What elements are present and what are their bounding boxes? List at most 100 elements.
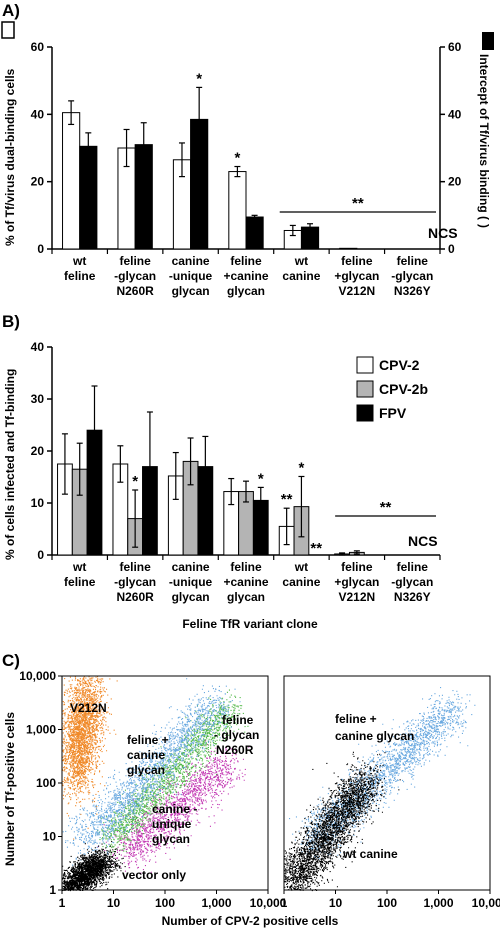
significance-star: ** bbox=[310, 540, 322, 557]
category-label: V212N bbox=[339, 284, 376, 298]
panel-b-x-label: Feline TfR variant clone bbox=[182, 617, 318, 631]
x-tick-label: 1 bbox=[59, 896, 66, 910]
y-tick-label: 10 bbox=[31, 496, 45, 510]
panel-c-right-scatter bbox=[284, 687, 476, 892]
legend-swatch bbox=[356, 404, 374, 422]
panel-b-y-label: % of cells infected and Tf-binding bbox=[3, 369, 17, 560]
panel-b-axes: 010203040wtfelinefeline-glycanN260Rcanin… bbox=[31, 340, 441, 604]
y2-tick-label: 40 bbox=[448, 107, 462, 121]
category-label: N326Y bbox=[394, 590, 431, 604]
label-feline-canine-2: canine bbox=[127, 748, 165, 762]
open-box-symbol bbox=[1, 21, 15, 39]
panel-c-letter: C) bbox=[2, 651, 20, 670]
category-label: canine bbox=[172, 560, 210, 574]
x-tick-label: 1 bbox=[281, 896, 288, 910]
category-label: N326Y bbox=[394, 284, 431, 298]
category-label: wt bbox=[294, 254, 308, 268]
panel-b: B) % of cells infected and Tf-binding 0 1… bbox=[2, 312, 441, 631]
legend-swatch bbox=[356, 356, 374, 374]
panel-a-bars: **** bbox=[62, 70, 436, 250]
y-tick-label: 30 bbox=[31, 392, 45, 406]
significance-star: * bbox=[299, 459, 305, 476]
category-label: -unique bbox=[169, 575, 213, 589]
label-canine-unique-3: glycan bbox=[152, 832, 190, 846]
scatter-points-vector-only bbox=[62, 841, 126, 892]
label-n260r-1: feline bbox=[222, 713, 254, 727]
label-v212n: V212N bbox=[70, 701, 107, 715]
label-right-feline-canine-1: feline + bbox=[335, 712, 377, 726]
significance-star: * bbox=[258, 470, 264, 487]
category-label: -glycan bbox=[391, 269, 433, 283]
panel-b-ncs-label: NCS bbox=[408, 533, 438, 549]
category-label: glycan bbox=[227, 590, 265, 604]
bar bbox=[245, 216, 264, 250]
significance-star: ** bbox=[281, 491, 293, 508]
panel-b-legend: CPV-2 CPV-2b FPV bbox=[356, 356, 428, 422]
x-tick-label: 10 bbox=[329, 896, 343, 910]
panel-c-left-scatter bbox=[62, 676, 250, 892]
legend-label: CPV-2 bbox=[379, 357, 420, 373]
category-label: -glycan bbox=[114, 269, 156, 283]
category-label: canine bbox=[282, 575, 320, 589]
y-tick-label: 10,000 bbox=[19, 669, 56, 683]
panel-a-ncs-label: NCS bbox=[428, 225, 458, 241]
category-label: wt bbox=[72, 560, 86, 574]
category-label: wt bbox=[294, 560, 308, 574]
category-label: feline bbox=[119, 560, 151, 574]
panel-a-axes: 02040600204060wtfelinefeline-glycanN260R… bbox=[31, 40, 462, 298]
panel-c-x-label: Number of CPV-2 positive cells bbox=[162, 914, 339, 928]
label-canine-unique-1: canine - bbox=[152, 802, 197, 816]
label-wt-canine: wt canine bbox=[342, 847, 398, 861]
y-tick-label: 60 bbox=[31, 40, 45, 54]
y2-tick-label: 60 bbox=[448, 40, 462, 54]
x-tick-label: 10 bbox=[107, 896, 121, 910]
bar bbox=[79, 145, 98, 250]
panel-a-y2-label-end: ) bbox=[477, 224, 491, 228]
category-label: N260R bbox=[116, 590, 154, 604]
panel-c: C) Number of Tf-positive cells Number of… bbox=[2, 651, 500, 928]
y-tick-label: 1 bbox=[49, 883, 56, 897]
y-tick-label: 40 bbox=[31, 340, 45, 354]
category-label: V212N bbox=[339, 590, 376, 604]
category-label: feline bbox=[397, 254, 429, 268]
label-right-feline-canine-2: canine glycan bbox=[335, 729, 414, 743]
bar bbox=[339, 247, 358, 250]
category-label: +canine bbox=[223, 269, 268, 283]
category-label: -glycan bbox=[391, 575, 433, 589]
panel-c-right-axes: 1 10 100 1,000 10,000 bbox=[281, 890, 500, 910]
panel-b-letter: B) bbox=[2, 312, 20, 331]
label-n260r-3: N260R bbox=[216, 743, 254, 757]
panel-a-y2-label: Intercept of Tf/virus binding ( bbox=[477, 54, 491, 220]
y-tick-label: 20 bbox=[31, 444, 45, 458]
label-feline-canine-3: glycan bbox=[127, 763, 165, 777]
category-label: feline bbox=[341, 560, 373, 574]
y-tick-label: 0 bbox=[37, 242, 44, 256]
significance-star: * bbox=[196, 70, 202, 87]
scatter-points-feline-glycan-n260r bbox=[97, 689, 249, 855]
y-tick-label: 100 bbox=[36, 776, 56, 790]
y-tick-label: 20 bbox=[31, 175, 45, 189]
x-tick-label: 10,000 bbox=[472, 896, 500, 910]
legend-swatch bbox=[356, 380, 374, 398]
category-label: glycan bbox=[172, 590, 210, 604]
legend-label: CPV-2b bbox=[379, 381, 428, 397]
scatter-points-v212n bbox=[62, 676, 118, 840]
y-tick-label: 10 bbox=[43, 830, 57, 844]
category-label: wt bbox=[72, 254, 86, 268]
panel-a: A) % of Tf/virus dual-binding cells Inte… bbox=[1, 1, 494, 298]
label-feline-canine-1: feline + bbox=[127, 733, 169, 747]
panel-a-letter: A) bbox=[2, 1, 20, 20]
label-canine-unique-2: unique bbox=[152, 817, 192, 831]
category-label: +canine bbox=[223, 575, 268, 589]
category-label: feline bbox=[397, 560, 429, 574]
category-label: N260R bbox=[116, 284, 154, 298]
significance-star: * bbox=[234, 150, 240, 167]
panel-a-y-label: % of Tf/virus dual-binding cells bbox=[3, 68, 17, 246]
category-label: feline bbox=[119, 254, 151, 268]
significance-line-stars: ** bbox=[380, 499, 392, 516]
category-label: feline bbox=[64, 575, 96, 589]
bar bbox=[228, 171, 247, 250]
label-n260r-2: - glycan bbox=[214, 728, 259, 742]
